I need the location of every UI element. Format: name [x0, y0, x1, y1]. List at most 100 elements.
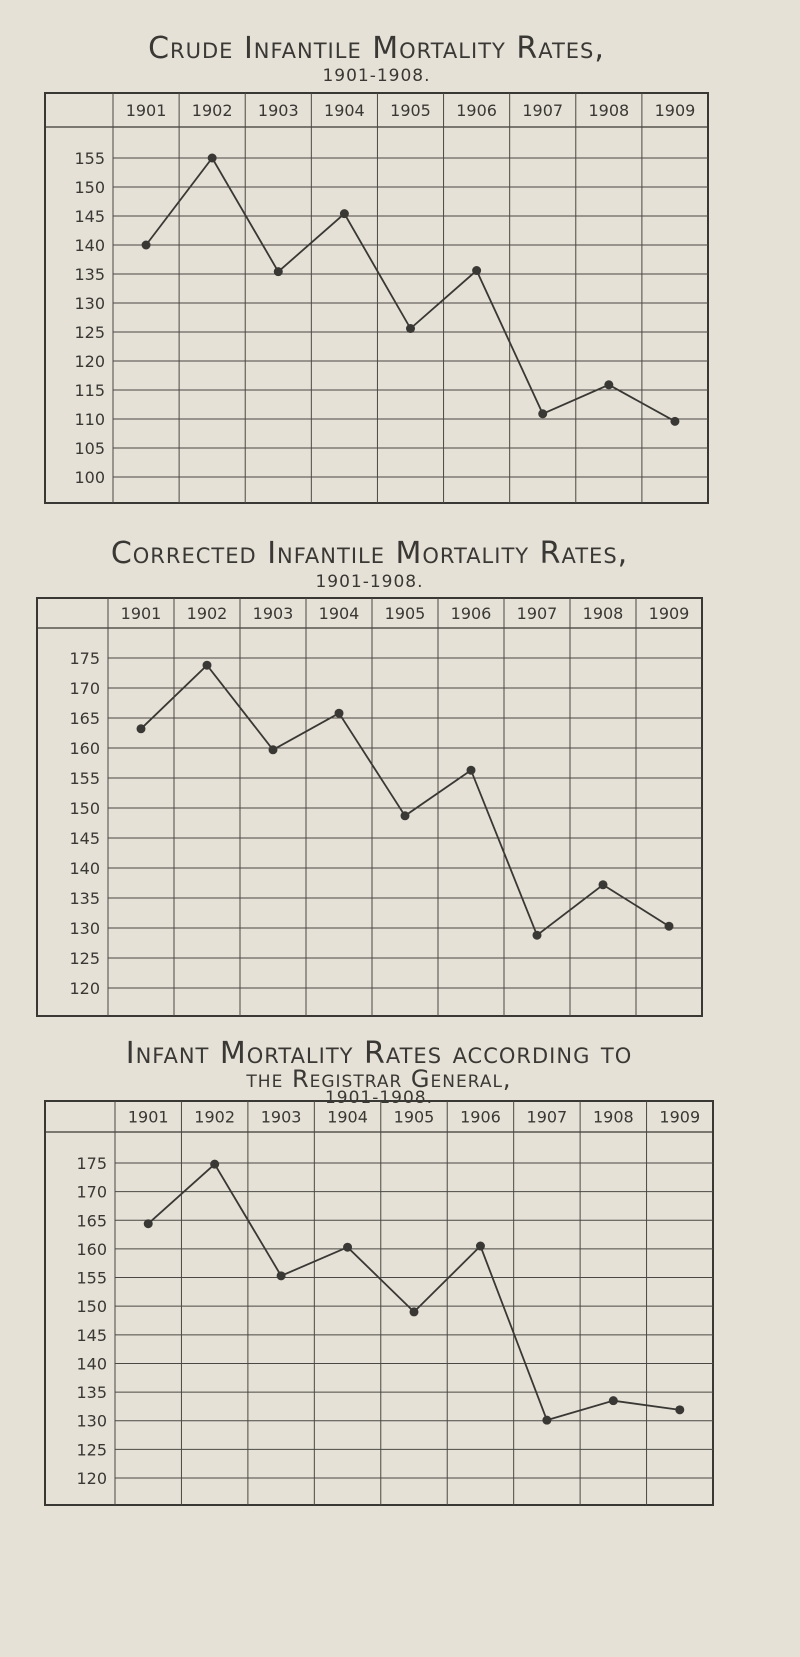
x-tick-label: 1901: [128, 1108, 169, 1127]
y-tick-label: 140: [74, 236, 105, 255]
series-line: [147, 1162, 680, 1422]
y-tick-label: 125: [76, 1440, 107, 1459]
chart-title-line2: the Registrar General,: [245, 1065, 511, 1093]
y-tick-label: 150: [69, 799, 100, 818]
data-point-1908: [608, 1396, 618, 1406]
x-tick-label: 1902: [192, 101, 233, 120]
x-tick-label: 1908: [588, 101, 629, 120]
chart-1: Crude Infantile Mortality Rates,1901-190…: [44, 31, 709, 504]
data-point-1905: [409, 1307, 419, 1317]
y-tick-label: 175: [69, 649, 100, 668]
chart-subtitle: 1901-1908.: [322, 66, 430, 86]
x-tick-label: 1908: [593, 1108, 634, 1127]
data-point-1907: [532, 930, 542, 940]
y-tick-label: 150: [76, 1297, 107, 1316]
y-tick-label: 125: [69, 949, 100, 968]
y-tick-label: 145: [69, 829, 100, 848]
data-point-1901: [136, 724, 146, 734]
y-tick-label: 135: [76, 1383, 107, 1402]
data-point-1909: [664, 921, 674, 931]
x-tick-label: 1908: [583, 604, 624, 623]
data-point-1906: [466, 765, 476, 775]
data-point-1903: [273, 267, 283, 277]
y-tick-label: 135: [69, 889, 100, 908]
y-tick-label: 130: [74, 294, 105, 313]
x-tick-label: 1907: [522, 101, 563, 120]
y-tick-label: 160: [76, 1240, 107, 1259]
y-tick-label: 130: [69, 919, 100, 938]
chart-frame: [44, 92, 709, 504]
data-point-1904: [343, 1242, 353, 1252]
data-point-1908: [598, 880, 608, 890]
data-point-1906: [475, 1241, 485, 1251]
data-point-1905: [400, 811, 410, 821]
data-point-1903: [268, 745, 278, 755]
y-tick-label: 115: [74, 381, 105, 400]
y-tick-label: 145: [74, 207, 105, 226]
data-point-1901: [143, 1219, 153, 1229]
x-tick-label: 1905: [390, 101, 431, 120]
y-tick-label: 120: [69, 979, 100, 998]
x-tick-label: 1909: [659, 1108, 700, 1127]
chart-subtitle: 1901-1908.: [315, 572, 423, 592]
chart-title: Infant Mortality Rates according to: [126, 1036, 633, 1071]
x-tick-label: 1902: [187, 604, 228, 623]
chart-frame: [44, 1100, 714, 1506]
y-tick-label: 140: [76, 1354, 107, 1373]
x-tick-label: 1905: [394, 1108, 435, 1127]
x-tick-label: 1907: [527, 1108, 568, 1127]
data-point-1907: [538, 409, 548, 419]
x-tick-label: 1906: [456, 101, 497, 120]
x-tick-label: 1905: [385, 604, 426, 623]
y-tick-label: 145: [76, 1326, 107, 1345]
data-point-1902: [210, 1159, 220, 1169]
x-tick-label: 1903: [253, 604, 294, 623]
y-tick-label: 125: [74, 323, 105, 342]
y-tick-label: 170: [76, 1183, 107, 1202]
series-line: [140, 663, 670, 937]
y-tick-label: 160: [69, 739, 100, 758]
y-tick-label: 105: [74, 439, 105, 458]
x-tick-label: 1903: [261, 1108, 302, 1127]
x-tick-label: 1907: [517, 604, 558, 623]
data-point-1907: [542, 1415, 552, 1425]
y-tick-label: 120: [74, 352, 105, 371]
y-tick-label: 155: [74, 149, 105, 168]
y-tick-label: 120: [76, 1469, 107, 1488]
x-tick-label: 1906: [451, 604, 492, 623]
x-tick-label: 1904: [327, 1108, 368, 1127]
x-tick-label: 1904: [319, 604, 360, 623]
chart-2: Corrected Infantile Mortality Rates,1901…: [36, 536, 703, 1017]
y-tick-label: 130: [76, 1412, 107, 1431]
y-tick-label: 150: [74, 178, 105, 197]
data-point-1905: [406, 324, 415, 334]
data-point-1909: [670, 416, 680, 426]
data-point-1903: [276, 1271, 286, 1281]
y-tick-label: 165: [69, 709, 100, 728]
x-tick-label: 1901: [126, 101, 167, 120]
y-tick-label: 175: [76, 1154, 107, 1173]
y-tick-label: 165: [76, 1211, 107, 1230]
series-line: [145, 156, 676, 423]
x-tick-label: 1909: [649, 604, 690, 623]
y-tick-label: 140: [69, 859, 100, 878]
y-tick-label: 170: [69, 679, 100, 698]
y-tick-label: 110: [74, 410, 105, 429]
x-tick-label: 1901: [121, 604, 162, 623]
data-point-1906: [472, 266, 482, 276]
data-point-1904: [334, 708, 344, 718]
data-point-1909: [675, 1405, 685, 1415]
y-tick-label: 155: [69, 769, 100, 788]
chart-subtitle: 1901-1908.: [325, 1088, 433, 1108]
x-tick-label: 1903: [258, 101, 299, 120]
y-tick-label: 135: [74, 265, 105, 284]
x-tick-label: 1902: [194, 1108, 235, 1127]
chart-frame: [36, 597, 703, 1017]
y-tick-label: 100: [74, 468, 105, 487]
data-point-1908: [604, 380, 614, 390]
chart-title: Corrected Infantile Mortality Rates,: [111, 536, 628, 571]
data-point-1901: [141, 240, 151, 250]
chart-title: Crude Infantile Mortality Rates,: [148, 31, 605, 66]
